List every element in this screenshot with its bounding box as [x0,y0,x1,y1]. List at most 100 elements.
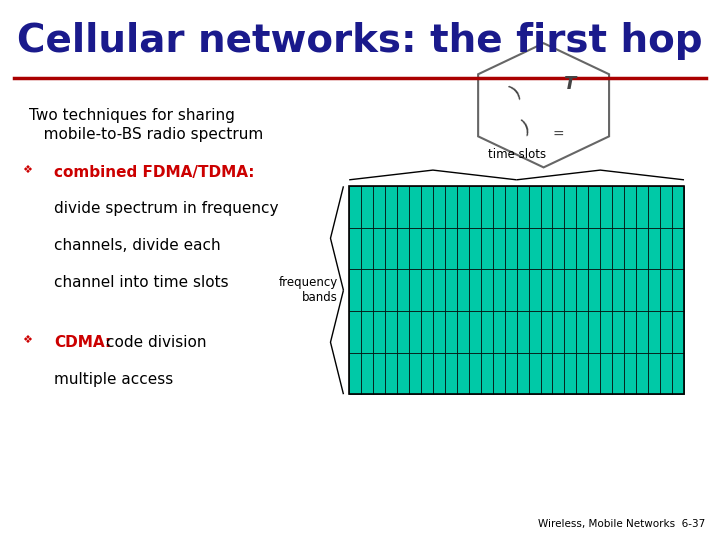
Bar [577,311,588,353]
Bar [469,311,481,353]
Bar [517,228,528,269]
Bar [397,186,409,228]
Bar [361,353,373,394]
Bar [409,311,421,353]
Bar [445,311,456,353]
Bar [541,269,552,311]
Bar [552,353,564,394]
Bar [612,311,624,353]
Bar [456,353,469,394]
Bar [624,269,636,311]
Text: time slots: time slots [487,148,546,161]
Text: frequency
bands: frequency bands [279,276,338,304]
Bar [517,311,528,353]
Bar [528,311,541,353]
Bar [349,186,684,394]
Bar [492,186,505,228]
Bar [433,353,445,394]
Bar [600,228,612,269]
Bar [456,186,469,228]
Bar [648,353,660,394]
Bar [541,228,552,269]
Bar [456,311,469,353]
Bar [505,353,517,394]
Bar [648,311,660,353]
Bar [648,228,660,269]
Bar [564,228,577,269]
Bar [577,269,588,311]
Bar [409,186,421,228]
Bar [349,186,361,228]
Bar [445,186,456,228]
Bar [385,186,397,228]
Bar [552,311,564,353]
Bar [373,269,385,311]
Bar [433,228,445,269]
Bar [361,311,373,353]
Bar [612,269,624,311]
Bar [421,269,433,311]
Bar [397,311,409,353]
Bar [421,311,433,353]
Bar [433,186,445,228]
Text: ❖: ❖ [22,335,32,345]
Bar [600,353,612,394]
Bar [349,353,361,394]
Bar [385,269,397,311]
Text: Cellular networks: the first hop: Cellular networks: the first hop [17,22,703,59]
Bar [577,353,588,394]
Bar [492,269,505,311]
Bar [349,269,361,311]
Bar [636,353,648,394]
Bar [349,228,361,269]
Bar [672,228,684,269]
Bar [505,186,517,228]
Text: ❖: ❖ [22,165,32,175]
Text: channel into time slots: channel into time slots [54,275,229,290]
Bar [456,269,469,311]
Text: =: = [552,128,564,142]
Bar [385,353,397,394]
Text: T: T [562,75,575,93]
Bar [672,269,684,311]
Bar [409,228,421,269]
Bar [672,186,684,228]
Bar [600,269,612,311]
Bar [505,269,517,311]
Bar [409,353,421,394]
Bar [492,353,505,394]
Bar [433,311,445,353]
Bar [636,269,648,311]
Bar [564,269,577,311]
Bar [492,228,505,269]
Bar [588,186,600,228]
Bar [517,353,528,394]
Bar [421,186,433,228]
Bar [564,311,577,353]
Bar [469,269,481,311]
Bar [541,186,552,228]
Text: channels, divide each: channels, divide each [54,238,220,253]
Text: CDMA:: CDMA: [54,335,111,350]
Bar [481,186,492,228]
Bar [528,228,541,269]
Bar [349,311,361,353]
Text: Two techniques for sharing: Two techniques for sharing [29,108,235,123]
Bar [361,228,373,269]
Bar [624,228,636,269]
Bar [528,269,541,311]
Bar [660,311,672,353]
Bar [564,186,577,228]
Bar [624,353,636,394]
Text: Wireless, Mobile Networks  6-37: Wireless, Mobile Networks 6-37 [539,519,706,529]
Bar [373,353,385,394]
Bar [588,353,600,394]
Bar [588,269,600,311]
Bar [552,228,564,269]
Text: combined FDMA/TDMA:: combined FDMA/TDMA: [54,165,254,180]
Bar [564,353,577,394]
Bar [672,353,684,394]
Bar [505,311,517,353]
Bar [577,228,588,269]
Bar [409,269,421,311]
